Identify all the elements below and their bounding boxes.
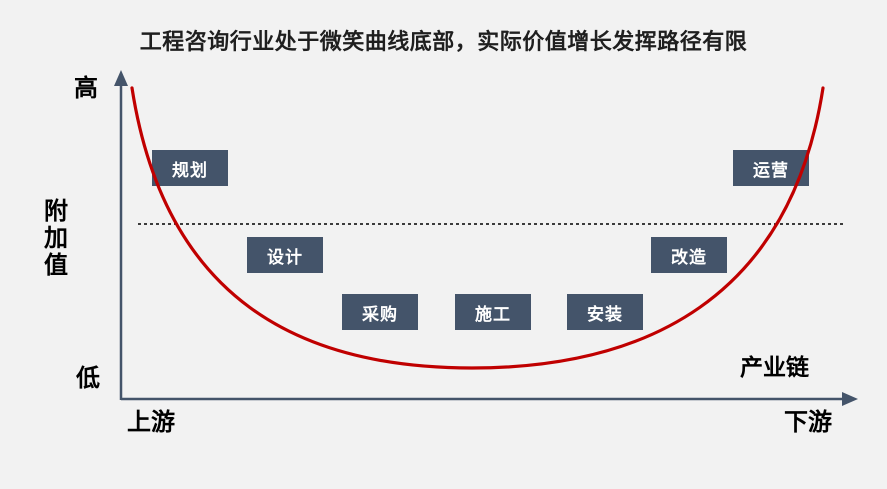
slide-title: 工程咨询行业处于微笑曲线底部，实际价值增长发挥路径有限 (139, 29, 748, 54)
x-axis-name-label: 产业链 (740, 354, 809, 380)
y-axis-arrowhead (114, 70, 128, 86)
stage-box-procurement: 采购 (342, 294, 418, 330)
x-axis-downstream-label: 下游 (784, 409, 832, 436)
x-axis-arrowhead (842, 392, 858, 406)
stage-box-construction: 施工 (455, 294, 531, 330)
stage-box-installation: 安装 (567, 294, 643, 330)
y-axis-name-label: 附加值 (44, 198, 68, 279)
stage-box-planning: 规划 (152, 150, 228, 186)
y-axis-low-label: 低 (76, 365, 100, 392)
stage-box-renovation: 改造 (651, 237, 727, 273)
y-axis-high-label: 高 (74, 75, 98, 102)
stage-box-design: 设计 (247, 237, 323, 273)
x-axis-upstream-label: 上游 (127, 409, 175, 436)
stage-box-operation: 运营 (733, 150, 809, 186)
